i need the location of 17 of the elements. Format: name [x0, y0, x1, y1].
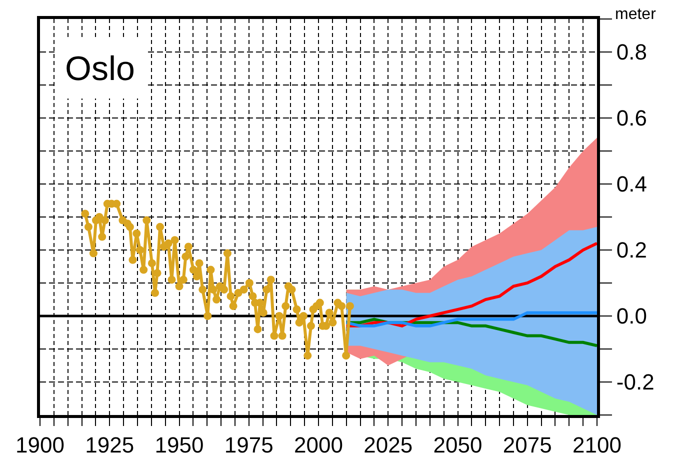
x-tick-label: 1975 — [224, 432, 274, 458]
x-tick-label: 2050 — [433, 432, 482, 458]
text: Oslo — [65, 50, 135, 88]
y-tick-label: 0.4 — [616, 172, 647, 197]
y-axis-title: meter — [615, 6, 657, 23]
x-tick-label: 2075 — [502, 432, 552, 458]
x-tick-label: 1900 — [16, 432, 64, 458]
y-tick-label: 0.6 — [616, 106, 647, 131]
y-tick-label: 0.0 — [616, 304, 647, 329]
x-tick-label: 1950 — [154, 432, 204, 458]
y-tick-label: 0.2 — [616, 238, 647, 263]
x-tick-label: 2000 — [294, 432, 343, 458]
x-tick-label: 2025 — [364, 432, 413, 458]
x-tick-label: 1925 — [85, 432, 134, 458]
x-tick-label: 2100 — [572, 432, 622, 458]
y-tick-label: -0.2 — [616, 370, 654, 395]
y-tick-label: 0.8 — [616, 40, 647, 65]
